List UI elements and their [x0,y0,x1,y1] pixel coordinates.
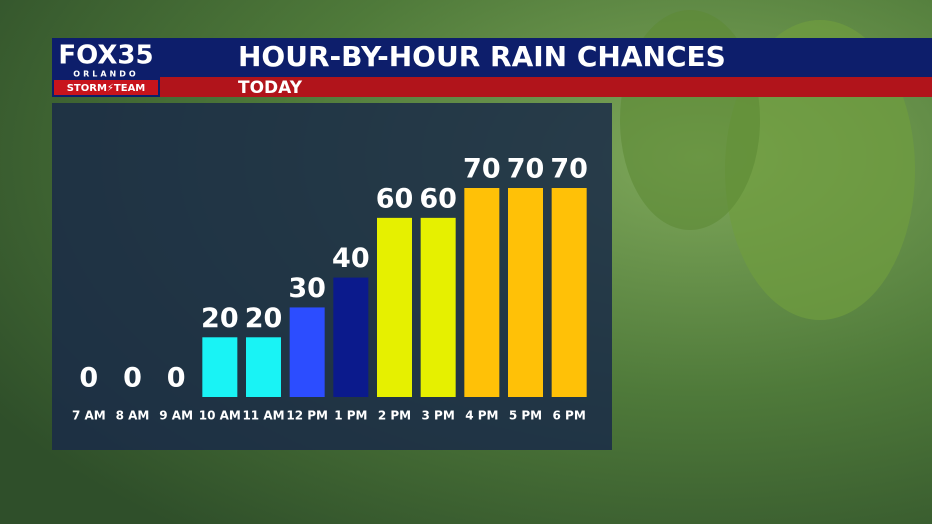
value-label: 70 [507,154,545,185]
x-tick-label: 12 PM [286,409,328,423]
bar [464,188,500,397]
value-label: 70 [463,154,501,185]
chart-subtitle: TODAY [238,78,303,98]
value-label: 0 [79,363,98,394]
bar [420,217,456,397]
bar [551,188,587,397]
value-label: 20 [201,303,239,334]
value-label: 30 [288,273,326,304]
x-tick-label: 11 AM [242,409,284,423]
x-tick-label: 7 AM [72,409,106,423]
title-bar [52,38,932,77]
x-tick-label: 4 PM [465,409,498,423]
chart-title: HOUR-BY-HOUR RAIN CHANCES [238,40,726,73]
value-label: 20 [245,303,283,334]
value-label: 60 [419,183,457,214]
value-label: 40 [332,243,370,274]
bar [377,217,412,397]
x-tick-label: 9 AM [159,409,193,423]
logo-team-box [54,80,158,95]
value-label: 70 [550,154,588,185]
logo-team: STORM⚡TEAM [67,83,146,94]
x-tick-label: 8 AM [116,409,150,423]
x-tick-label: 10 AM [199,409,241,423]
x-tick-label: 3 PM [422,409,455,423]
bar [508,188,543,397]
x-tick-label: 5 PM [509,409,542,423]
logo-city: ORLANDO [73,70,138,79]
x-tick-label: 6 PM [553,409,586,423]
x-tick-label: 2 PM [378,409,411,423]
bar [246,337,281,397]
bar [202,337,238,397]
value-label: 0 [167,363,186,394]
bar [333,277,369,397]
value-label: 0 [123,363,142,394]
subtitle-bar [52,77,932,97]
bar [289,307,325,397]
logo-brand: FOX35 [58,41,153,71]
value-label: 60 [376,183,414,214]
x-tick-label: 1 PM [334,409,367,423]
